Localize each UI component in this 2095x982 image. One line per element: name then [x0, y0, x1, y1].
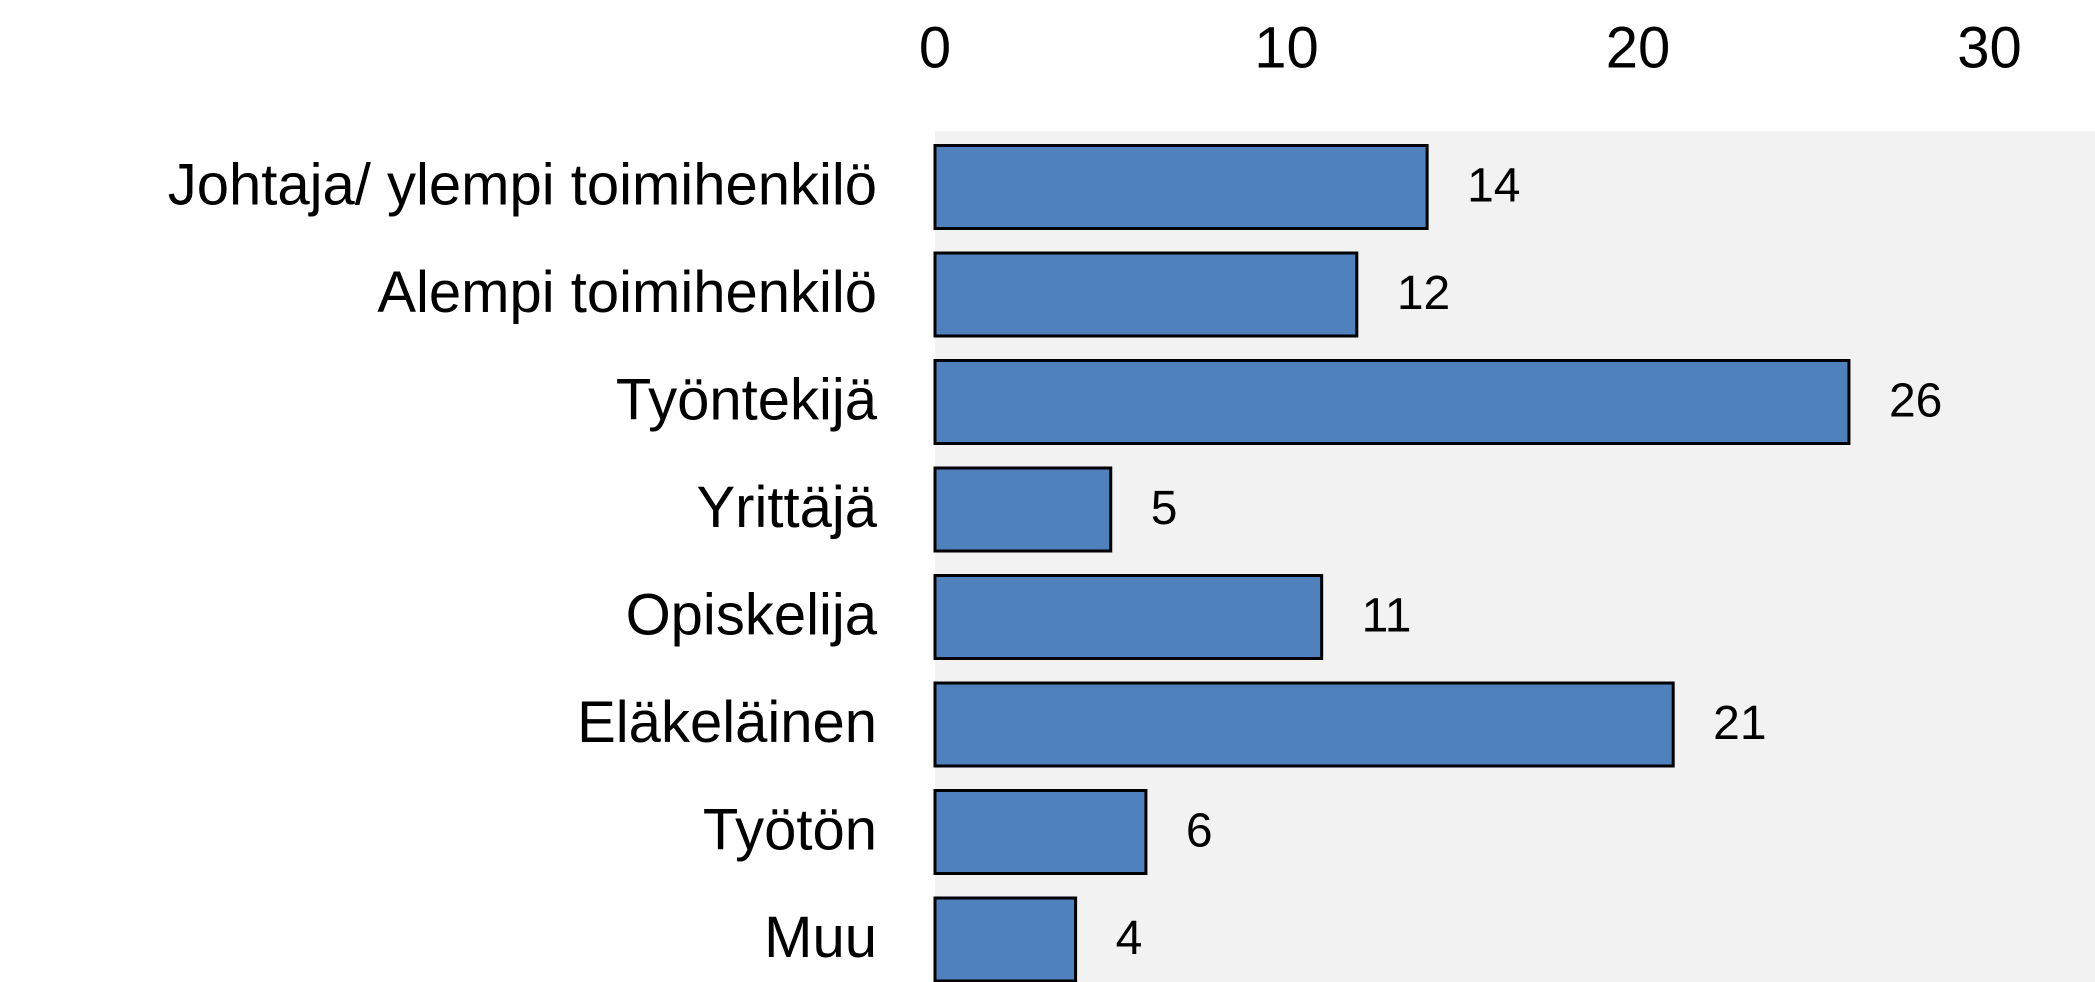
x-tick-label: 10 [1254, 15, 1319, 80]
bar [933, 789, 1148, 875]
bar [933, 466, 1113, 553]
y-tick-label: Muu [764, 905, 877, 970]
y-tick-label: Opiskelija [626, 582, 878, 647]
y-tick-label: Eläkeläinen [577, 690, 877, 755]
value-label: 4 [1116, 912, 1143, 965]
x-tick-label: 0 [919, 15, 951, 80]
value-label: 14 [1467, 160, 1520, 213]
value-label: 6 [1186, 805, 1213, 858]
y-tick-label: Alempi toimihenkilö [377, 260, 877, 325]
bar [933, 144, 1429, 230]
x-tick-label: 30 [1957, 15, 2022, 80]
bar [933, 896, 1078, 982]
y-tick-label: Työntekijä [616, 367, 878, 432]
value-label: 11 [1362, 590, 1412, 643]
value-label: 26 [1889, 375, 1942, 428]
value-label: 21 [1713, 697, 1766, 750]
y-tick-label: Yrittäjä [696, 475, 877, 540]
bar [933, 359, 1851, 445]
bar [933, 251, 1359, 338]
y-tick-label: Johtaja/ ylempi toimihenkilö [168, 152, 877, 217]
bar [933, 681, 1675, 768]
bar [933, 574, 1324, 660]
x-tick-label: 20 [1606, 15, 1671, 80]
y-tick-label: Työtön [703, 797, 877, 862]
value-label: 5 [1151, 482, 1178, 535]
value-label: 12 [1397, 267, 1450, 320]
